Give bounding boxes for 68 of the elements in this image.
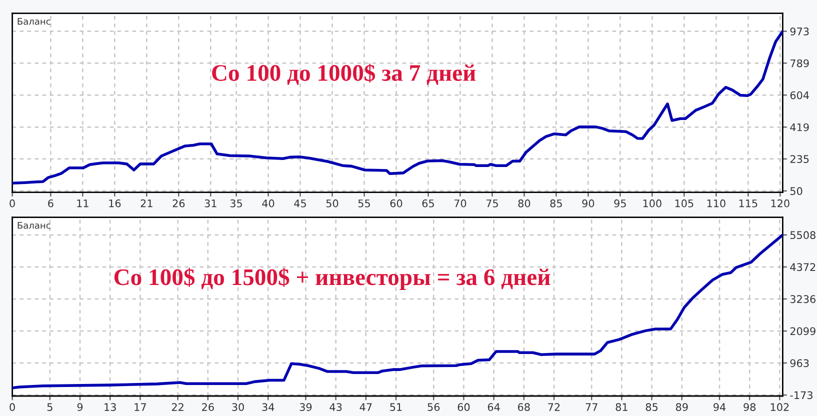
x-tick-label: 17 [134, 403, 146, 411]
y-tick-label: 789 [790, 59, 809, 68]
x-tick-label: 51 [390, 403, 402, 412]
x-tick-label: 70 [454, 199, 466, 208]
annotation: Со 100$ до 1500$ + инвесторы = за 6 дней [114, 268, 550, 290]
x-tick-label: 11 [77, 200, 88, 208]
chart-title: Баланс [18, 222, 50, 229]
x-tick-label: 102 [770, 403, 789, 412]
y-tick-label: 604 [790, 91, 809, 100]
x-tick-label: 0 [10, 403, 15, 412]
x-tick-label: 64 [488, 403, 500, 412]
x-tick-label: 0 [10, 199, 15, 208]
x-tick-label: 22 [172, 403, 184, 411]
x-tick-label: 60 [458, 403, 470, 412]
x-tick-label: 60 [390, 199, 402, 208]
x-tick-label: 81 [616, 403, 628, 412]
x-tick-label: 16 [109, 199, 121, 208]
x-tick-label: 94 [714, 403, 726, 412]
x-tick-label: 45 [294, 200, 306, 208]
x-tick-label: 100 [643, 199, 662, 208]
x-tick-label: 13 [104, 403, 116, 412]
x-tick-label: 39 [300, 403, 312, 412]
x-tick-label: 5 [47, 403, 52, 412]
x-tick-label: 68 [518, 403, 530, 412]
y-tick-label: 235 [790, 155, 809, 164]
x-tick-label: 77 [586, 403, 598, 411]
y-tick-label: 4372 [790, 263, 816, 272]
y-tick-label: 419 [790, 123, 809, 132]
x-tick-label: 26 [202, 403, 214, 412]
x-tick-label: 21 [140, 199, 152, 208]
x-tick-label: 50 [326, 199, 338, 208]
x-tick-label: 85 [550, 199, 562, 208]
x-tick-label: 55 [358, 200, 370, 208]
x-tick-label: 75 [486, 200, 498, 208]
y-tick-label: 973 [790, 28, 809, 36]
x-tick-label: 115 [739, 200, 758, 208]
y-tick-label: 2099 [790, 327, 816, 336]
x-tick-label: 43 [330, 403, 342, 412]
y-tick-label: -173 [790, 391, 812, 400]
line-series [12, 234, 783, 390]
x-tick-label: 72 [548, 403, 560, 411]
x-tick-label: 31 [204, 199, 216, 208]
x-tick-label: 90 [582, 199, 594, 208]
x-tick-label: 95 [614, 199, 626, 208]
x-tick-label: 30 [232, 403, 244, 412]
x-tick-label: 80 [518, 199, 530, 208]
x-tick-label: 65 [422, 199, 434, 208]
y-tick-label: 3236 [790, 295, 816, 304]
x-tick-label: 56 [428, 403, 440, 412]
x-tick-label: 89 [676, 403, 688, 412]
y-tick-label: 963 [790, 359, 809, 368]
line-series [12, 30, 783, 185]
x-tick-label: 105 [675, 199, 694, 208]
y-tick-label: 5508 [790, 231, 816, 240]
y-tick-label: 50 [790, 187, 802, 196]
x-tick-label: 6 [48, 199, 54, 208]
x-tick-label: 35 [230, 199, 242, 208]
x-tick-label: 34 [262, 403, 274, 412]
annotation: Со 100 до 1000$ за 7 дней [212, 64, 476, 85]
x-tick-label: 110 [707, 199, 726, 208]
x-tick-label: 40 [262, 199, 274, 208]
x-tick-label: 26 [172, 199, 185, 208]
x-tick-label: 98 [744, 403, 756, 412]
x-tick-label: 85 [646, 403, 658, 412]
x-tick-label: 120 [771, 199, 790, 208]
x-tick-label: 9 [77, 403, 83, 412]
chart-title: Баланс [18, 18, 50, 25]
x-tick-label: 47 [360, 403, 372, 411]
